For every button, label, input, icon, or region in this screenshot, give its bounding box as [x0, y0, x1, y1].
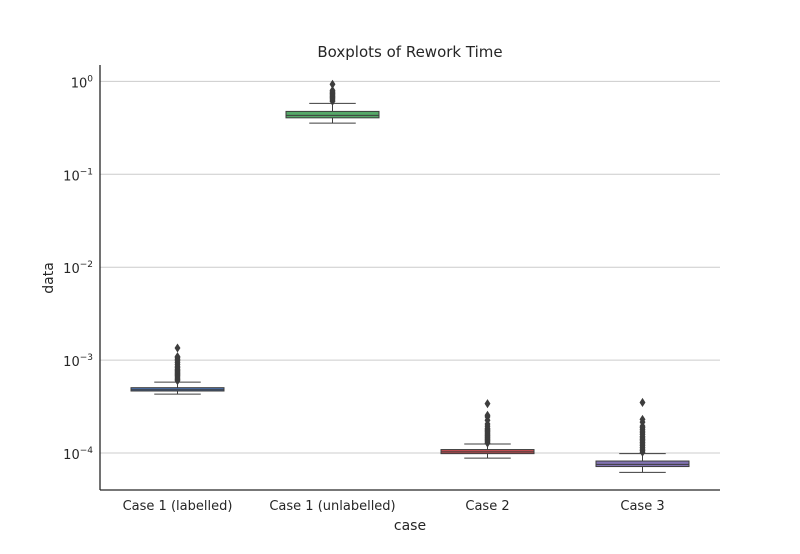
- x-tick-label: Case 1 (labelled): [123, 499, 233, 514]
- box: [595, 460, 690, 468]
- chart-title: Boxplots of Rework Time: [317, 43, 502, 61]
- outlier-point: [639, 414, 646, 424]
- y-tick-label: 10−1: [63, 167, 93, 184]
- x-axis-label: case: [394, 518, 426, 534]
- y-axis-label: data: [41, 262, 57, 294]
- y-tick-label: 10−3: [63, 353, 93, 370]
- box: [285, 110, 380, 119]
- outlier-point: [639, 397, 646, 408]
- box-group: [285, 79, 380, 124]
- outlier-point: [174, 352, 181, 362]
- outlier-point: [329, 79, 336, 89]
- y-tick-label: 10−2: [63, 260, 93, 277]
- x-tick-labels: Case 1 (labelled) Case 1 (unlabelled) Case…: [123, 499, 665, 514]
- box-group: [595, 397, 690, 473]
- outlier-point: [174, 343, 181, 353]
- box-group: [130, 343, 225, 395]
- x-tick-label: Case 2: [465, 499, 509, 514]
- outlier-point: [484, 410, 491, 420]
- outlier-point: [484, 399, 491, 409]
- outlier-point: [329, 85, 336, 95]
- x-tick-label: Case 3: [620, 499, 664, 514]
- boxes-layer: [130, 79, 690, 473]
- x-tick-label: Case 1 (unlabelled): [269, 499, 395, 514]
- grid-lines: [100, 80, 720, 454]
- y-tick-label: 100: [71, 74, 94, 91]
- y-tick-labels: 10−4 10−3 10−2 10−1 100: [63, 74, 93, 463]
- box-group: [440, 399, 535, 459]
- y-tick-label: 10−4: [63, 446, 93, 463]
- axes: [99, 65, 720, 491]
